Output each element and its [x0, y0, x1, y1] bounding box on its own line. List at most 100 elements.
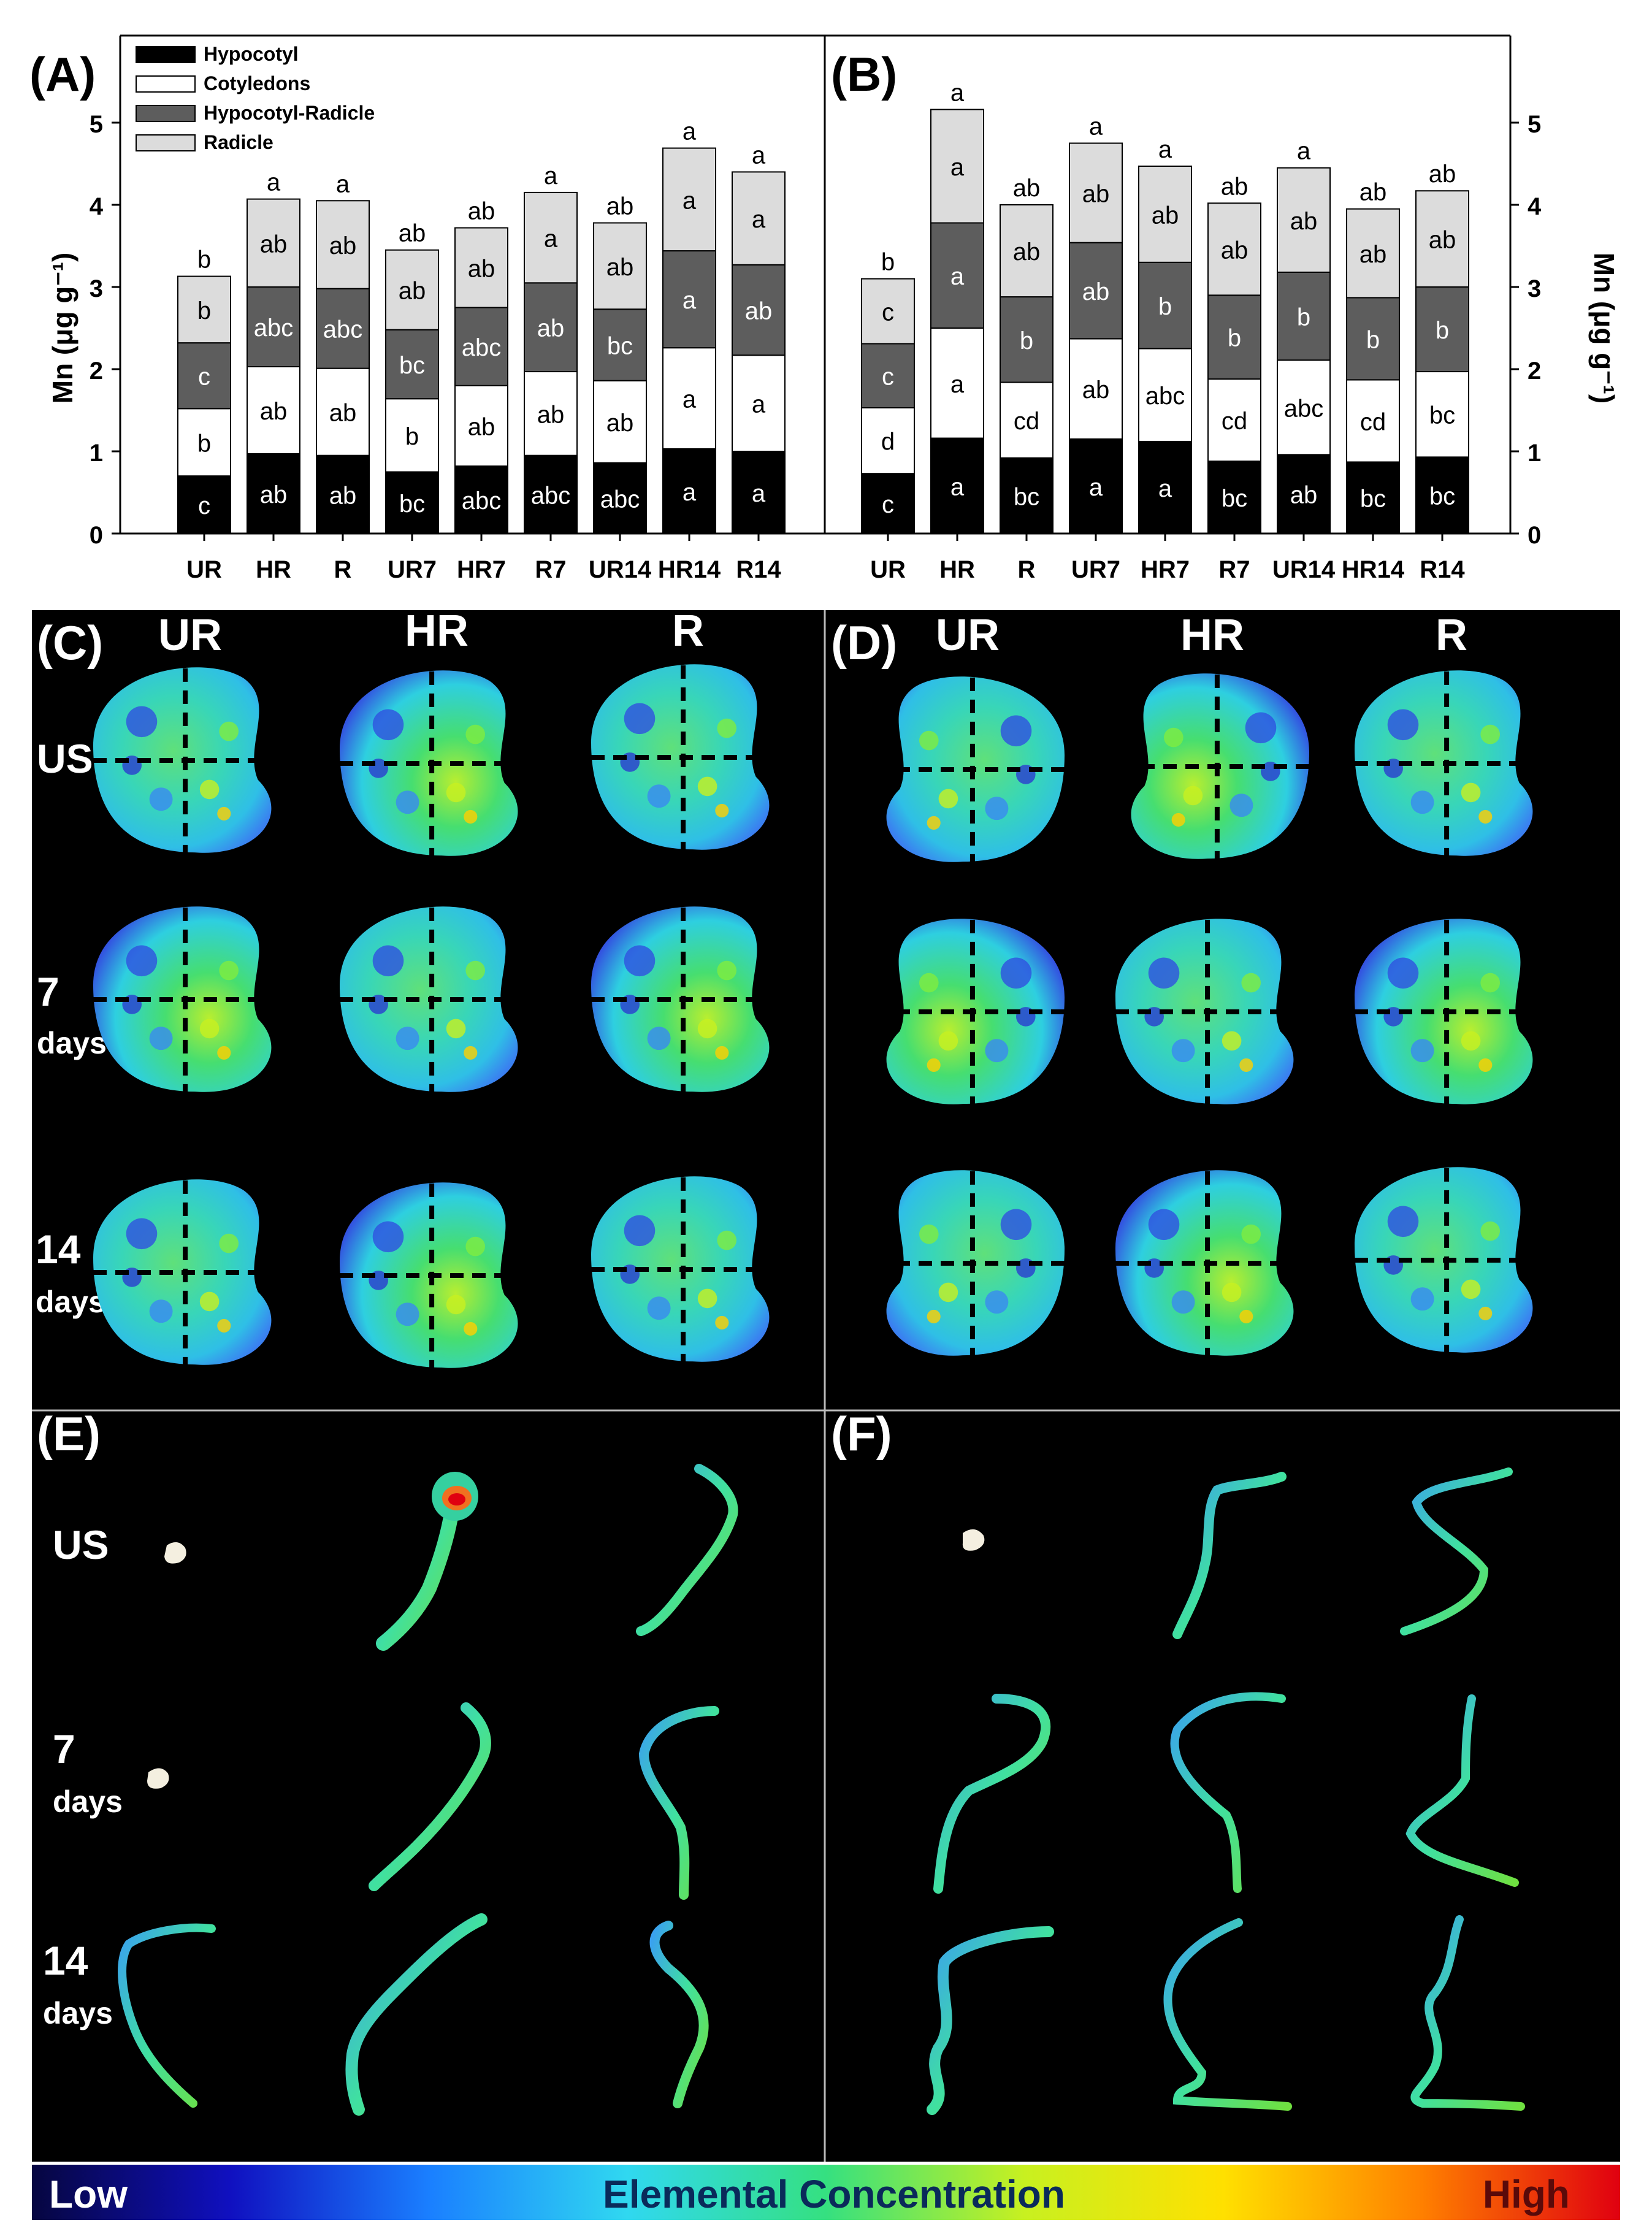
panel-d-col-r: R [1436, 611, 1467, 660]
colorbar: Low Elemental Concentration High [32, 2165, 1620, 2220]
bar-segment-label: bc [1429, 483, 1455, 510]
panel-d-maps [885, 670, 1534, 1356]
x-tick-label: HR14 [658, 556, 721, 583]
root-map-f-14-hr [1163, 1918, 1292, 2111]
x-tick-label: HR7 [457, 556, 506, 583]
bar-segment-label: abc [323, 316, 363, 343]
bar-segment [1000, 204, 1054, 298]
panel-c-map-6 [93, 1179, 273, 1365]
legend-swatch-radicle [136, 134, 196, 151]
chart-a-x-axis: UR HR R UR7 HR7 R7 UR14 HR14 R14 [186, 534, 781, 583]
x-tick-label: UR [870, 556, 906, 583]
bar-segment-label: bc [399, 352, 425, 379]
bar-segment-label: b [1366, 326, 1380, 353]
bar-segment [1069, 338, 1123, 440]
chart-a-panel-label: (A) [29, 47, 96, 101]
x-tick-label: R [1018, 556, 1036, 583]
chart-b-bars: cdccbaaaaabccdbababaabababaaabcbababccdb… [861, 80, 1469, 535]
bar-segment [1138, 348, 1192, 442]
bar-segment [1277, 167, 1331, 273]
bar-segment [1069, 142, 1123, 243]
bar-segment-label: ab [745, 298, 773, 325]
y-tick-label: 0 [90, 522, 103, 549]
bar-segment-label: a [950, 263, 965, 290]
bar-segment-label: bc [1014, 483, 1039, 510]
panel-d-map-8 [1355, 1167, 1534, 1353]
bar-segment [1207, 202, 1261, 296]
legend-swatch-hypocotyl-radicle [136, 105, 196, 122]
bar-segment-label: ab [260, 231, 288, 258]
bar-segment-label: ab [329, 482, 357, 509]
bar-segment [385, 471, 439, 534]
bar-total-label: ab [1221, 173, 1249, 200]
bar-segment [247, 286, 300, 367]
bar-segment [385, 249, 439, 331]
chart-b-y-axis-label: Mn (μg g⁻¹) [1588, 253, 1620, 404]
bar-total-label: ab [1013, 175, 1041, 202]
panel-d-map-2 [1355, 670, 1534, 856]
y-tick-label: 5 [1528, 111, 1541, 138]
panel-f-label: (F) [831, 1407, 892, 1461]
bar-segment-label: a [950, 473, 965, 500]
bar-segment-label: ab [537, 401, 565, 428]
x-tick-label: HR [939, 556, 975, 583]
bar-total-label: a [1158, 136, 1172, 163]
panel-c: (C) UR HR R US 7 days 14 days [36, 606, 771, 1368]
bar-segment-label: ab [606, 254, 634, 281]
bar-segment [316, 454, 370, 535]
y-tick-label: 4 [1528, 193, 1542, 220]
y-tick-label: 3 [90, 275, 103, 302]
bar-segment [316, 200, 370, 289]
bar-segment-label: ab [1082, 181, 1110, 208]
root-map-e-7-r [638, 1706, 719, 1900]
panel-c-label: (C) [37, 616, 103, 670]
y-tick-label: 2 [1528, 358, 1541, 384]
bar-segment [1415, 190, 1469, 288]
panel-d-map-0 [885, 676, 1065, 862]
panel-d-map-4 [1115, 919, 1295, 1104]
bar-segment [454, 227, 508, 308]
bar-segment [1346, 461, 1400, 534]
bar-segment [524, 191, 578, 284]
root-map-f-7-r [1405, 1694, 1519, 1887]
panel-d: (D) UR HR R [831, 611, 1534, 1356]
colorbar-high-label: High [1483, 2172, 1570, 2216]
bar-segment-label: cd [1222, 408, 1247, 435]
bar-segment-label: abc [1145, 383, 1185, 410]
bar-segment [732, 264, 786, 356]
root-map-e-7-hr [369, 1702, 491, 1891]
panel-d-col-ur: UR [936, 611, 1000, 660]
y-tick-label: 1 [90, 440, 103, 467]
bar-segment-label: ab [260, 481, 288, 508]
bar-segment [1138, 166, 1192, 263]
bar-segment [732, 354, 786, 452]
bar-segment [454, 465, 508, 534]
bar-segment [1346, 297, 1400, 381]
seed-icon [164, 1542, 186, 1564]
bar-segment-label: abc [531, 482, 571, 509]
bar-total-label: ab [399, 220, 426, 247]
x-tick-label: R [334, 556, 352, 583]
bar-segment [662, 147, 716, 252]
bar-segment-label: abc [1284, 395, 1324, 422]
root-map-e-14-hr [345, 1913, 488, 2116]
x-tick-label: UR7 [1071, 556, 1120, 583]
bar-segment [177, 342, 231, 410]
chart-a-y-axis: 0 1 2 3 4 5 [90, 111, 120, 549]
panel-d-map-1 [1130, 673, 1309, 859]
bar-segment [593, 222, 647, 310]
bar-segment-label: ab [1359, 241, 1387, 268]
bar-segment-label: bc [399, 491, 425, 518]
panel-c-map-2 [591, 664, 771, 850]
bar-segment [524, 371, 578, 456]
bar-segment [1346, 208, 1400, 299]
bar-segment-label: c [882, 491, 894, 518]
x-tick-label: R14 [1420, 556, 1465, 583]
panel-c-map-1 [340, 670, 519, 856]
bar-segment [930, 109, 984, 224]
x-tick-label: UR7 [388, 556, 437, 583]
bar-segment-label: ab [537, 315, 565, 342]
bar-segment [861, 343, 915, 408]
bar-segment [1415, 371, 1469, 458]
